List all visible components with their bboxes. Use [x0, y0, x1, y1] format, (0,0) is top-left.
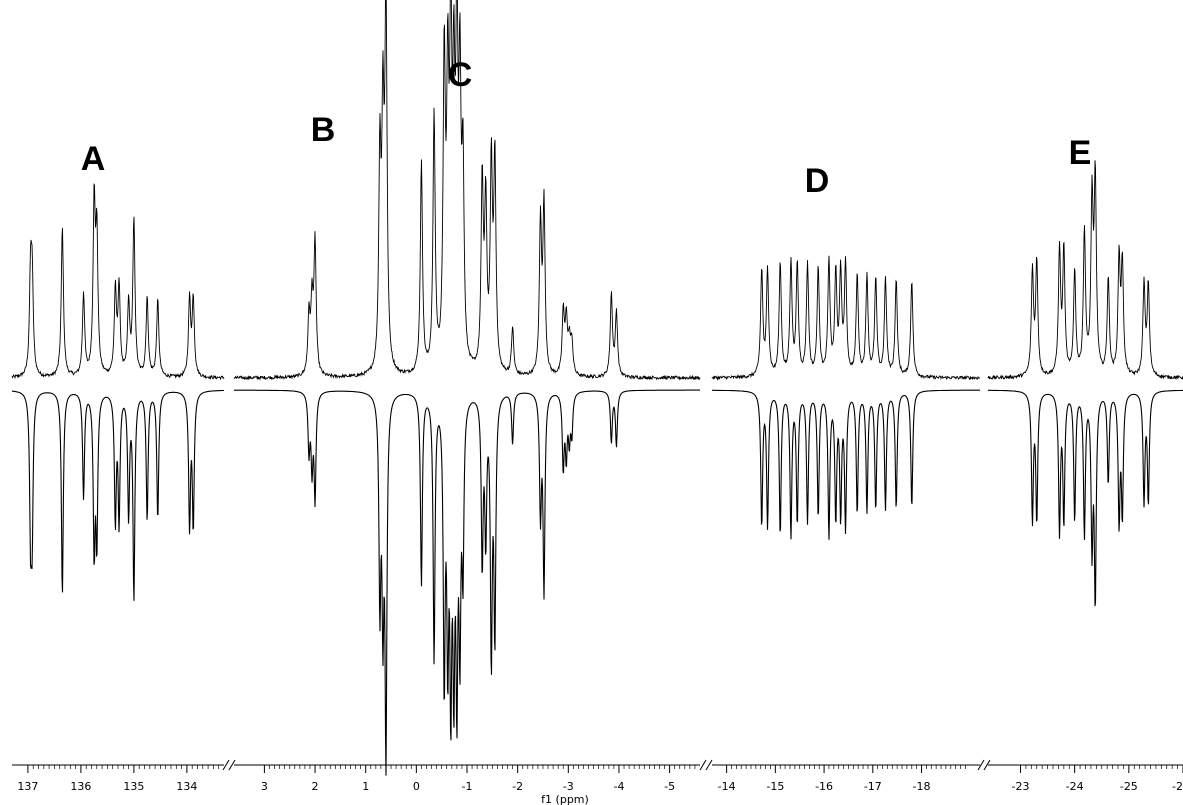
x-tick-label: -2	[512, 780, 523, 793]
region-label-a: A	[81, 140, 106, 178]
simulated-trace-4	[988, 389, 1183, 607]
axis-break-mark	[699, 759, 707, 771]
region-label-d: D	[805, 162, 830, 200]
x-axis-title: f1 (ppm)	[541, 793, 589, 805]
x-tick-label: -4	[613, 780, 624, 793]
x-tick-label: 2	[312, 780, 319, 793]
experimental-trace-3	[711, 255, 981, 381]
x-tick-label: -15	[766, 780, 784, 793]
axis-break-mark	[222, 759, 230, 771]
axis-break-mark	[983, 759, 991, 771]
x-tick-label: -3	[563, 780, 574, 793]
axis-break-mark	[228, 759, 236, 771]
region-labels: A B C D E	[81, 56, 1092, 200]
x-tick-label: -1	[462, 780, 473, 793]
x-tick-label: 3	[261, 780, 268, 793]
x-tick-label: -25	[1120, 780, 1138, 793]
x-tick-label: 137	[17, 780, 38, 793]
x-tick-label: -17	[864, 780, 882, 793]
x-tick-label: -18	[913, 780, 931, 793]
experimental-trace-2	[233, 0, 701, 381]
x-tick-label: 135	[123, 780, 144, 793]
experimental-trace-1	[11, 183, 225, 381]
spectrum-traces	[11, 0, 1183, 776]
axis-break-mark	[705, 759, 713, 771]
region-label-c: C	[448, 56, 473, 94]
x-tick-label: -14	[718, 780, 736, 793]
axis-break-mark	[977, 759, 985, 771]
simulated-trace-1	[11, 389, 224, 601]
x-tick-label: -24	[1066, 780, 1084, 793]
x-tick-label: -16	[815, 780, 833, 793]
x-tick-label: -23	[1012, 780, 1030, 793]
x-tick-label: 136	[70, 780, 91, 793]
simulated-trace-3	[712, 389, 980, 540]
x-tick-label: -2	[1172, 780, 1183, 793]
x-tick-label: 1	[362, 780, 369, 793]
x-tick-label: -5	[664, 780, 675, 793]
region-label-b: B	[311, 111, 336, 149]
simulated-trace-2	[234, 389, 700, 776]
region-label-e: E	[1069, 134, 1092, 172]
x-tick-label: 134	[176, 780, 197, 793]
experimental-trace-4	[987, 160, 1183, 381]
ppm-axis: 137 136 135 134 3 2 1 0 -1 -2 -3 -4 -5 -14 -15 -16 -17 -1…	[12, 759, 1183, 793]
x-tick-label: 0	[413, 780, 420, 793]
